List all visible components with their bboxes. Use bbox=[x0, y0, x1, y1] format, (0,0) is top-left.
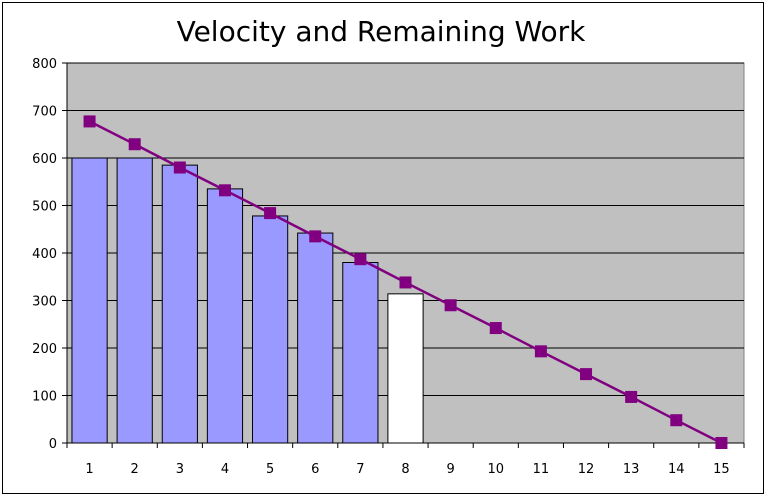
y-tick-label: 700 bbox=[32, 105, 57, 120]
y-tick-label: 0 bbox=[49, 437, 57, 452]
line-point bbox=[218, 184, 231, 197]
line-point bbox=[489, 322, 502, 335]
bar bbox=[71, 157, 108, 444]
y-tick-label: 200 bbox=[32, 342, 57, 357]
line-point bbox=[83, 115, 96, 128]
y-tick-label: 100 bbox=[32, 390, 57, 405]
x-tick-label: 11 bbox=[533, 462, 550, 477]
line-point bbox=[715, 437, 728, 449]
line-point bbox=[264, 207, 277, 220]
line-series bbox=[83, 115, 728, 449]
line-point bbox=[354, 253, 367, 266]
line-point bbox=[309, 230, 322, 243]
line-point bbox=[128, 138, 141, 151]
x-tick-label: 12 bbox=[578, 462, 595, 477]
line-point bbox=[625, 390, 638, 403]
x-tick-label: 4 bbox=[221, 462, 229, 477]
line-point bbox=[444, 299, 457, 312]
bar bbox=[116, 157, 153, 444]
x-tick-label: 1 bbox=[85, 462, 93, 477]
y-tick-label: 800 bbox=[32, 57, 57, 72]
bar bbox=[251, 215, 289, 444]
bar bbox=[387, 293, 424, 444]
x-tick-label: 7 bbox=[356, 462, 364, 477]
x-tick-label: 5 bbox=[266, 462, 274, 477]
bar bbox=[206, 188, 244, 444]
x-tick-label: 10 bbox=[487, 462, 504, 477]
bar-series bbox=[71, 157, 424, 444]
x-tick-label: 6 bbox=[311, 462, 319, 477]
line-point bbox=[399, 276, 412, 289]
y-tick-label: 400 bbox=[32, 247, 57, 262]
chart-title: Velocity and Remaining Work bbox=[177, 15, 587, 48]
line-point bbox=[534, 345, 547, 358]
y-tick-label: 300 bbox=[32, 295, 57, 310]
bar bbox=[342, 262, 379, 444]
x-axis-ticks: 1 2 3 4 5 6 7 8 9 10 11 12 13 14 15 bbox=[66, 443, 745, 477]
x-tick-label: 9 bbox=[446, 462, 454, 477]
x-tick-label: 14 bbox=[668, 462, 685, 477]
bar bbox=[297, 232, 334, 444]
y-tick-label: 600 bbox=[32, 152, 57, 167]
x-tick-label: 2 bbox=[131, 462, 139, 477]
line-point bbox=[670, 414, 683, 427]
x-tick-label: 8 bbox=[401, 462, 409, 477]
x-tick-label: 13 bbox=[623, 462, 640, 477]
line-point bbox=[173, 161, 186, 174]
x-tick-label: 15 bbox=[713, 462, 730, 477]
bar bbox=[161, 164, 198, 444]
line-point bbox=[580, 368, 593, 381]
x-tick-label: 3 bbox=[176, 462, 184, 477]
y-tick-label: 500 bbox=[32, 200, 57, 215]
